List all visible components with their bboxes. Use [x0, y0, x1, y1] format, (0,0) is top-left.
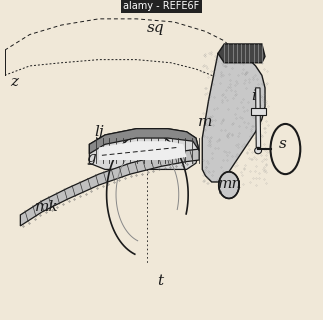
Polygon shape	[89, 129, 199, 154]
Polygon shape	[202, 50, 265, 182]
Ellipse shape	[219, 172, 239, 198]
Polygon shape	[251, 108, 266, 115]
Text: mn: mn	[218, 177, 243, 190]
Polygon shape	[89, 129, 199, 169]
Text: i: i	[252, 89, 256, 103]
Polygon shape	[20, 149, 199, 226]
Text: g: g	[86, 151, 96, 165]
Text: mk: mk	[35, 200, 59, 214]
Polygon shape	[218, 44, 265, 63]
Ellipse shape	[276, 130, 295, 168]
Text: s: s	[278, 137, 286, 151]
Polygon shape	[99, 141, 187, 160]
Text: t: t	[157, 274, 163, 288]
Text: lj: lj	[94, 125, 104, 139]
Text: alamy - REFE6F: alamy - REFE6F	[123, 1, 200, 11]
Ellipse shape	[255, 148, 262, 154]
Text: z: z	[10, 75, 18, 89]
Text: sq: sq	[146, 21, 164, 35]
Polygon shape	[255, 88, 261, 148]
Text: m: m	[198, 116, 213, 129]
